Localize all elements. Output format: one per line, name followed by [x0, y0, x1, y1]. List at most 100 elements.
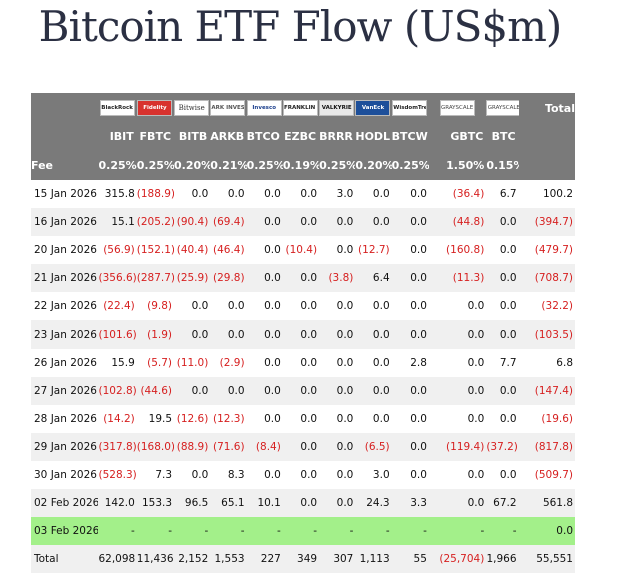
table-cell: 0.0	[246, 180, 283, 209]
table-cell: (2.9)	[210, 348, 247, 377]
issuer-logo: VanEck	[355, 100, 391, 116]
table-cell: 0.0	[391, 208, 429, 237]
table-cell: 0.0	[486, 264, 519, 293]
fee-label: Fee	[31, 150, 99, 180]
table-cell: (188.9)	[136, 180, 175, 209]
table-cell: 3.0	[319, 180, 356, 209]
table-cell: (32.2)	[518, 292, 575, 321]
table-cell: 153.3	[136, 489, 175, 518]
table-cell: 0.0	[391, 460, 429, 490]
ticker-header: HODL	[355, 123, 392, 150]
table-cell: 227	[246, 545, 283, 574]
table-cell: (479.7)	[518, 236, 575, 265]
date-cell: 16 Jan 2026	[31, 208, 99, 237]
table-cell: (12.3)	[210, 404, 247, 433]
ticker-header: GBTC	[428, 123, 487, 150]
ticker-header: BTCW	[391, 123, 429, 150]
issuer-logo-cell: FRANKLIN TEMPLETON	[282, 93, 320, 123]
table-row: 21 Jan 2026 (356.6) (287.7) (25.9) (29.8) 0.0…	[31, 264, 575, 293]
table-cell: -	[391, 517, 429, 546]
table-cell: 0.0	[246, 348, 283, 377]
table-cell: (394.7)	[518, 208, 575, 237]
issuer-logo-cell: GRAYSCALE	[428, 93, 487, 123]
table-cell: 0.0	[319, 320, 356, 349]
table-cell: 307	[319, 545, 356, 574]
table-cell: 2.8	[391, 348, 429, 377]
table-cell: 3.3	[391, 489, 429, 518]
fee-value: 0.25%	[319, 150, 356, 180]
table-row: 15 Jan 2026 315.8 (188.9) 0.0 0.0 0.0 0.0 3.0 0.…	[31, 180, 575, 209]
date-cell: 28 Jan 2026	[31, 404, 99, 433]
issuer-logo: BlackRock	[99, 100, 135, 116]
table-cell: 0.0	[486, 236, 519, 265]
table-cell: 0.0	[282, 348, 320, 377]
issuer-logo: VALKYRIE	[319, 100, 355, 116]
table-cell: 0.0	[391, 376, 429, 405]
table-cell: 0.0	[282, 292, 320, 321]
table-cell: (44.8)	[428, 208, 487, 237]
table-cell: (40.4)	[174, 236, 211, 265]
flow-table-body: 15 Jan 2026 315.8 (188.9) 0.0 0.0 0.0 0.0 3.0 0.…	[31, 180, 575, 574]
table-cell: 0.0	[355, 208, 392, 237]
table-cell: 24.3	[355, 489, 392, 518]
table-cell: 0.0	[246, 460, 283, 490]
table-cell: 100.2	[518, 180, 575, 209]
table-cell: (5.7)	[136, 348, 175, 377]
issuer-logo: WisdomTree	[392, 100, 428, 116]
table-cell: 0.0	[282, 264, 320, 293]
table-cell: 0.0	[486, 376, 519, 405]
table-cell: 0.0	[282, 180, 320, 209]
table-cell: 0.0	[210, 376, 247, 405]
table-cell: 315.8	[98, 180, 137, 209]
table-cell: 0.0	[319, 432, 356, 461]
table-cell: -	[282, 517, 320, 546]
table-cell: -	[428, 517, 487, 546]
date-cell: 02 Feb 2026	[31, 489, 99, 518]
table-cell: -	[98, 517, 137, 546]
table-cell: 0.0	[282, 489, 320, 518]
issuer-logo: Invesco	[246, 100, 282, 116]
table-cell: 55	[391, 545, 429, 574]
issuer-logo-cell: WisdomTree	[391, 93, 429, 123]
logo-header-row: BlackRock Fidelity Bitwise ARK INVEST Invesc…	[31, 93, 575, 123]
table-cell: 0.0	[282, 404, 320, 433]
table-cell: 0.0	[210, 320, 247, 349]
issuer-logo-cell: VanEck	[355, 93, 392, 123]
table-cell: 0.0	[319, 460, 356, 490]
empty-header	[518, 123, 575, 150]
table-cell: 1,553	[210, 545, 247, 574]
table-cell: (29.8)	[210, 264, 247, 293]
ticker-header: BTCO	[246, 123, 283, 150]
date-cell: 27 Jan 2026	[31, 376, 99, 405]
issuer-logo: GRAYSCALE	[486, 100, 519, 116]
table-cell: (119.4)	[428, 432, 487, 461]
table-cell: 0.0	[174, 376, 211, 405]
table-cell: (103.5)	[518, 320, 575, 349]
table-cell: (102.8)	[98, 376, 137, 405]
table-cell: (25,704)	[428, 545, 487, 574]
table-cell: 0.0	[518, 517, 575, 546]
total-label: Total	[31, 545, 99, 574]
table-cell: 96.5	[174, 489, 211, 518]
table-cell: 0.0	[319, 236, 356, 265]
fee-value: 0.21%	[210, 150, 247, 180]
table-cell: 6.4	[355, 264, 392, 293]
table-cell: (10.4)	[282, 236, 320, 265]
table-cell: 142.0	[98, 489, 137, 518]
table-cell: 15.1	[98, 208, 137, 237]
table-cell: (317.8)	[98, 432, 137, 461]
table-cell: (6.5)	[355, 432, 392, 461]
table-cell: 0.0	[355, 292, 392, 321]
date-cell: 23 Jan 2026	[31, 320, 99, 349]
table-cell: 15.9	[98, 348, 137, 377]
table-cell: 0.0	[391, 320, 429, 349]
table-cell: 0.0	[486, 320, 519, 349]
fee-value: 0.25%	[98, 150, 137, 180]
fee-value: 1.50%	[428, 150, 487, 180]
table-cell: 6.8	[518, 348, 575, 377]
table-cell: 0.0	[282, 320, 320, 349]
table-cell: 62,098	[98, 545, 137, 574]
table-cell: 0.0	[428, 320, 487, 349]
table-cell: 0.0	[174, 292, 211, 321]
table-cell: (69.4)	[210, 208, 247, 237]
